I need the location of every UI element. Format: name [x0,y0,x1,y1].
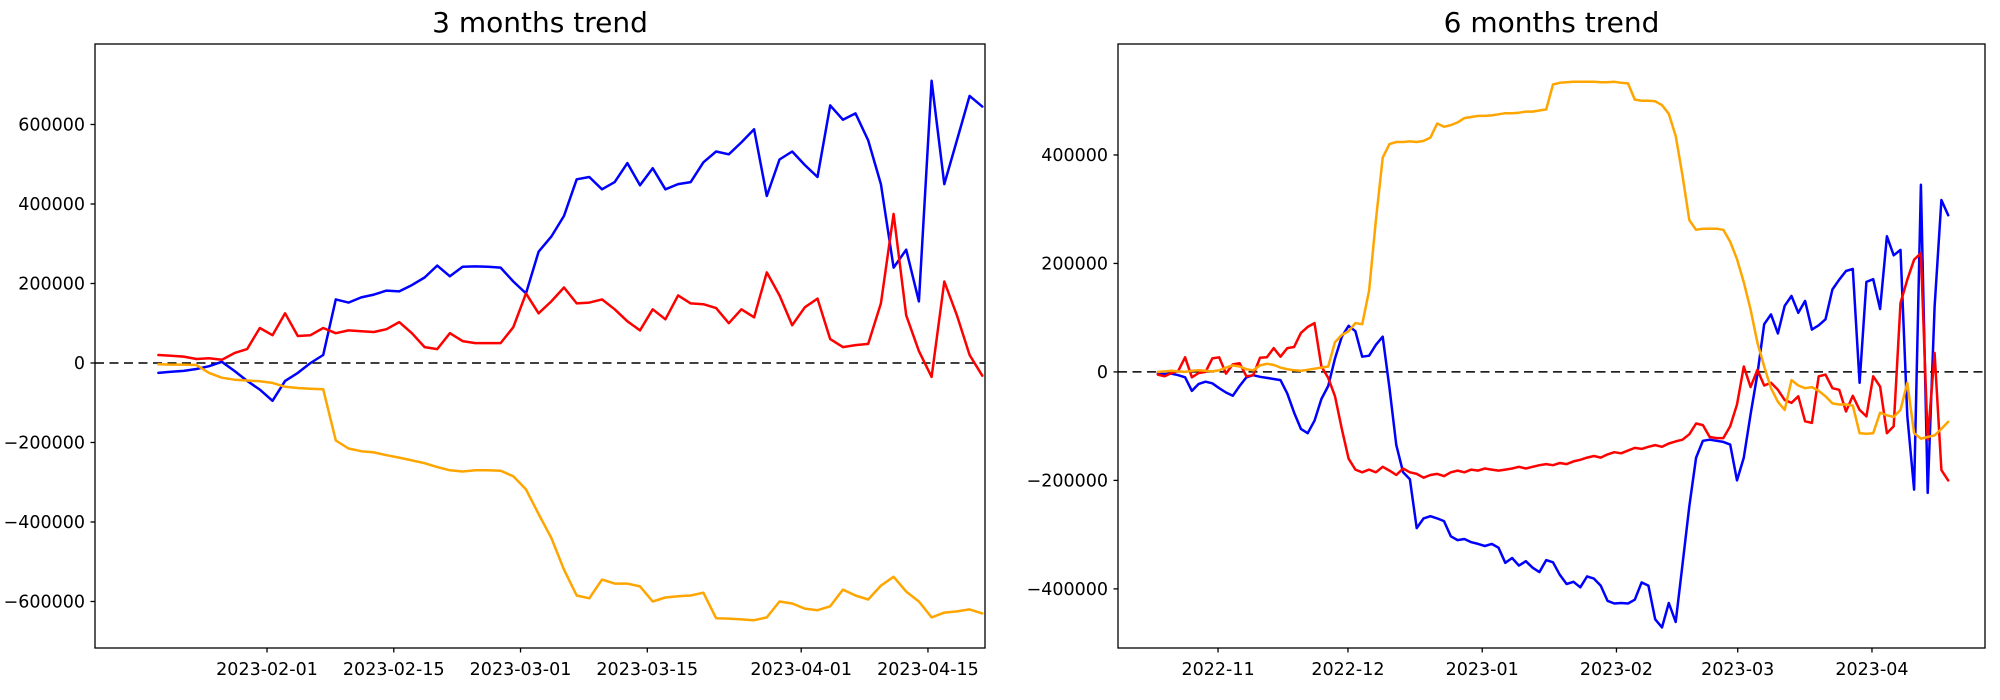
y-tick-label: 0 [74,354,85,374]
plot-box [94,43,986,649]
x-tick-label: 2022-12 [1311,660,1384,680]
y-tick-label: −200000 [4,433,85,453]
y-tick-label: 0 [1097,363,1108,383]
y-tick-label: −400000 [1027,580,1108,600]
y-tick-label: −600000 [4,592,85,612]
plot-box [1117,43,1986,649]
y-tick-label: 400000 [1041,146,1108,166]
x-tick-label: 2023-04-01 [750,660,852,680]
x-tick-label: 2023-04-15 [877,660,979,680]
x-tick-label: 2023-03-01 [470,660,572,680]
series-blue-line [1156,183,1950,629]
x-tick-label: 2023-02-15 [343,660,445,680]
chart-title: 6 months trend [1444,6,1660,39]
series-orange-line [157,362,984,622]
series-orange-line [1156,80,1950,440]
y-tick-label: 200000 [18,274,85,294]
series-red-line [1156,251,1950,482]
series-red-line [157,212,984,379]
y-tick-label: −200000 [1027,471,1108,491]
y-tick-label: 400000 [18,195,85,215]
x-tick-label: 2023-03-15 [596,660,698,680]
x-tick-label: 2023-03 [1701,660,1774,680]
x-tick-label: 2023-04 [1835,660,1908,680]
x-tick-label: 2023-01 [1446,660,1519,680]
x-tick-label: 2023-02 [1580,660,1653,680]
chart-title: 3 months trend [432,6,648,39]
series-blue-line [157,79,984,403]
x-tick-label: 2023-02-01 [216,660,318,680]
y-tick-label: −400000 [4,513,85,533]
x-tick-label: 2022-11 [1181,660,1254,680]
y-tick-label: 600000 [18,115,85,135]
y-tick-label: 200000 [1041,254,1108,274]
